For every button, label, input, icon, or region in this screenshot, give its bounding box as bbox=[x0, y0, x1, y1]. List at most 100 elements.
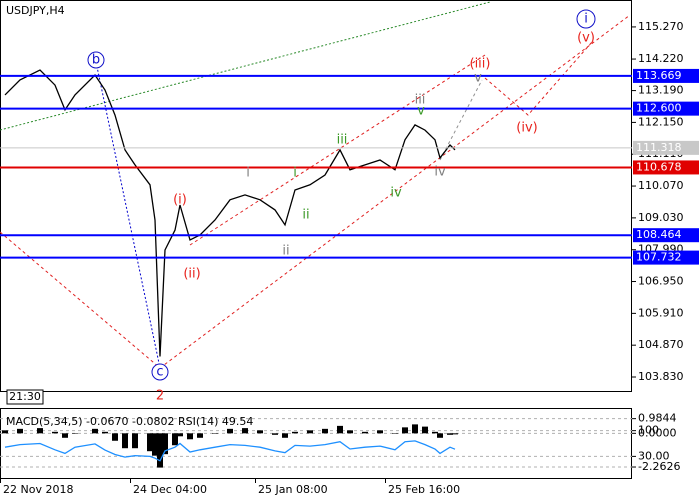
level-box bbox=[633, 250, 699, 265]
histogram-bar bbox=[197, 433, 203, 438]
histogram-bar bbox=[257, 430, 263, 434]
histogram-bar bbox=[172, 433, 178, 446]
wave-label: i bbox=[293, 166, 297, 181]
y-tick-label: 103.830 bbox=[638, 370, 684, 383]
histogram-bar bbox=[112, 433, 118, 441]
histogram-bar bbox=[347, 430, 353, 434]
y-tick-label: 114.220 bbox=[638, 52, 684, 65]
chart-title: USDJPY,H4 bbox=[6, 4, 65, 17]
x-tick-label: 22 Nov 2018 bbox=[3, 483, 73, 496]
histogram-bar bbox=[432, 431, 438, 434]
y-tick-label: 105.910 bbox=[638, 306, 684, 319]
histogram-bar bbox=[392, 433, 398, 434]
wave-label: ii bbox=[282, 244, 289, 259]
level-box bbox=[633, 160, 699, 175]
wave-label: 2 bbox=[156, 389, 164, 404]
histogram-bar bbox=[437, 433, 443, 438]
forecast-path bbox=[484, 41, 593, 116]
level-label: 113.669 bbox=[636, 69, 682, 82]
histogram-bar bbox=[322, 428, 328, 434]
histogram-bar bbox=[242, 428, 248, 434]
histogram-bar bbox=[147, 433, 153, 452]
histogram-bar bbox=[162, 433, 168, 455]
wave-label: iii bbox=[337, 133, 348, 148]
level-label: 111.318 bbox=[636, 141, 682, 154]
trend-line bbox=[189, 54, 486, 246]
wave-label: (iii) bbox=[470, 57, 491, 72]
level-label: 112.600 bbox=[636, 102, 682, 115]
y-tick-label: 113.190 bbox=[638, 84, 684, 97]
y-tick-label: 0.0000 bbox=[638, 426, 677, 439]
level-box bbox=[633, 68, 699, 83]
wave-label: i bbox=[246, 166, 250, 181]
histogram-bar bbox=[152, 433, 158, 456]
wave-label: (iv) bbox=[516, 121, 537, 136]
wave-circle bbox=[87, 51, 105, 69]
x-tick-label: 24 Dec 04:00 bbox=[133, 483, 207, 496]
wave-label: c bbox=[156, 365, 163, 380]
y-tick-label: 110.070 bbox=[638, 179, 684, 192]
wave-label: v bbox=[474, 71, 482, 86]
y-tick-label: 112.150 bbox=[638, 115, 684, 128]
histogram-bar bbox=[132, 433, 138, 449]
histogram-bar bbox=[62, 433, 68, 438]
histogram-bar bbox=[52, 431, 58, 434]
level-label: 107.732 bbox=[636, 251, 682, 264]
price-line bbox=[4, 440, 456, 462]
y-tick-label: 104.870 bbox=[638, 338, 684, 351]
trend-line bbox=[0, 231, 161, 369]
histogram-bar bbox=[307, 430, 313, 434]
level-label: 110.678 bbox=[636, 160, 682, 173]
histogram-bar bbox=[282, 433, 288, 438]
wave-label: ii bbox=[302, 208, 309, 223]
wave-label: b bbox=[92, 53, 100, 68]
price-line bbox=[4, 69, 456, 357]
main-panel-frame bbox=[0, 0, 632, 392]
histogram-bar bbox=[227, 428, 233, 434]
level-label: 108.464 bbox=[636, 228, 682, 241]
histogram-bar bbox=[412, 424, 418, 434]
wave-label: iv bbox=[390, 186, 402, 201]
histogram-bar bbox=[337, 425, 343, 434]
histogram-bar bbox=[17, 428, 23, 434]
histogram-bar bbox=[422, 426, 428, 434]
time-box bbox=[6, 389, 44, 405]
x-tick-label: 25 Feb 16:00 bbox=[388, 483, 460, 496]
y-tick-label: -2.2626 bbox=[638, 460, 680, 473]
y-tick-label: 115.270 bbox=[638, 20, 684, 33]
histogram-bar bbox=[102, 431, 108, 434]
histogram-bar bbox=[377, 430, 383, 434]
trend-line bbox=[159, 14, 631, 369]
wave-label: iii bbox=[415, 93, 426, 108]
y-tick-label: 109.030 bbox=[638, 211, 684, 224]
histogram-bar bbox=[452, 433, 458, 435]
histogram-bar bbox=[122, 433, 128, 449]
histogram-bar bbox=[157, 433, 163, 468]
level-box bbox=[633, 101, 699, 116]
histogram-bar bbox=[447, 433, 453, 435]
time-label: 21:30 bbox=[9, 390, 41, 403]
y2-tick-label: 30.00 bbox=[638, 449, 670, 462]
indicator-panel-frame bbox=[0, 408, 632, 479]
y-tick-label: 106.950 bbox=[638, 275, 684, 288]
trend-line bbox=[95, 61, 161, 369]
histogram-bar bbox=[292, 431, 298, 434]
histogram-bar bbox=[37, 428, 43, 434]
wave-label: (v) bbox=[577, 31, 595, 46]
y-tick-label: 0.9844 bbox=[638, 412, 677, 425]
histogram-bar bbox=[187, 433, 193, 440]
histogram-bar bbox=[212, 433, 218, 434]
wave-label: (ii) bbox=[183, 267, 200, 282]
wave-circle bbox=[151, 363, 169, 381]
y2-tick-label: 100 bbox=[638, 424, 659, 437]
histogram-bar bbox=[92, 428, 98, 434]
histogram-bar bbox=[362, 431, 368, 434]
histogram-bar bbox=[1, 430, 8, 434]
wave-label: (i) bbox=[173, 193, 187, 208]
histogram-bar bbox=[72, 433, 78, 434]
histogram-bar bbox=[177, 433, 183, 437]
wave-label: v bbox=[417, 104, 425, 119]
histogram-bar bbox=[272, 433, 278, 435]
